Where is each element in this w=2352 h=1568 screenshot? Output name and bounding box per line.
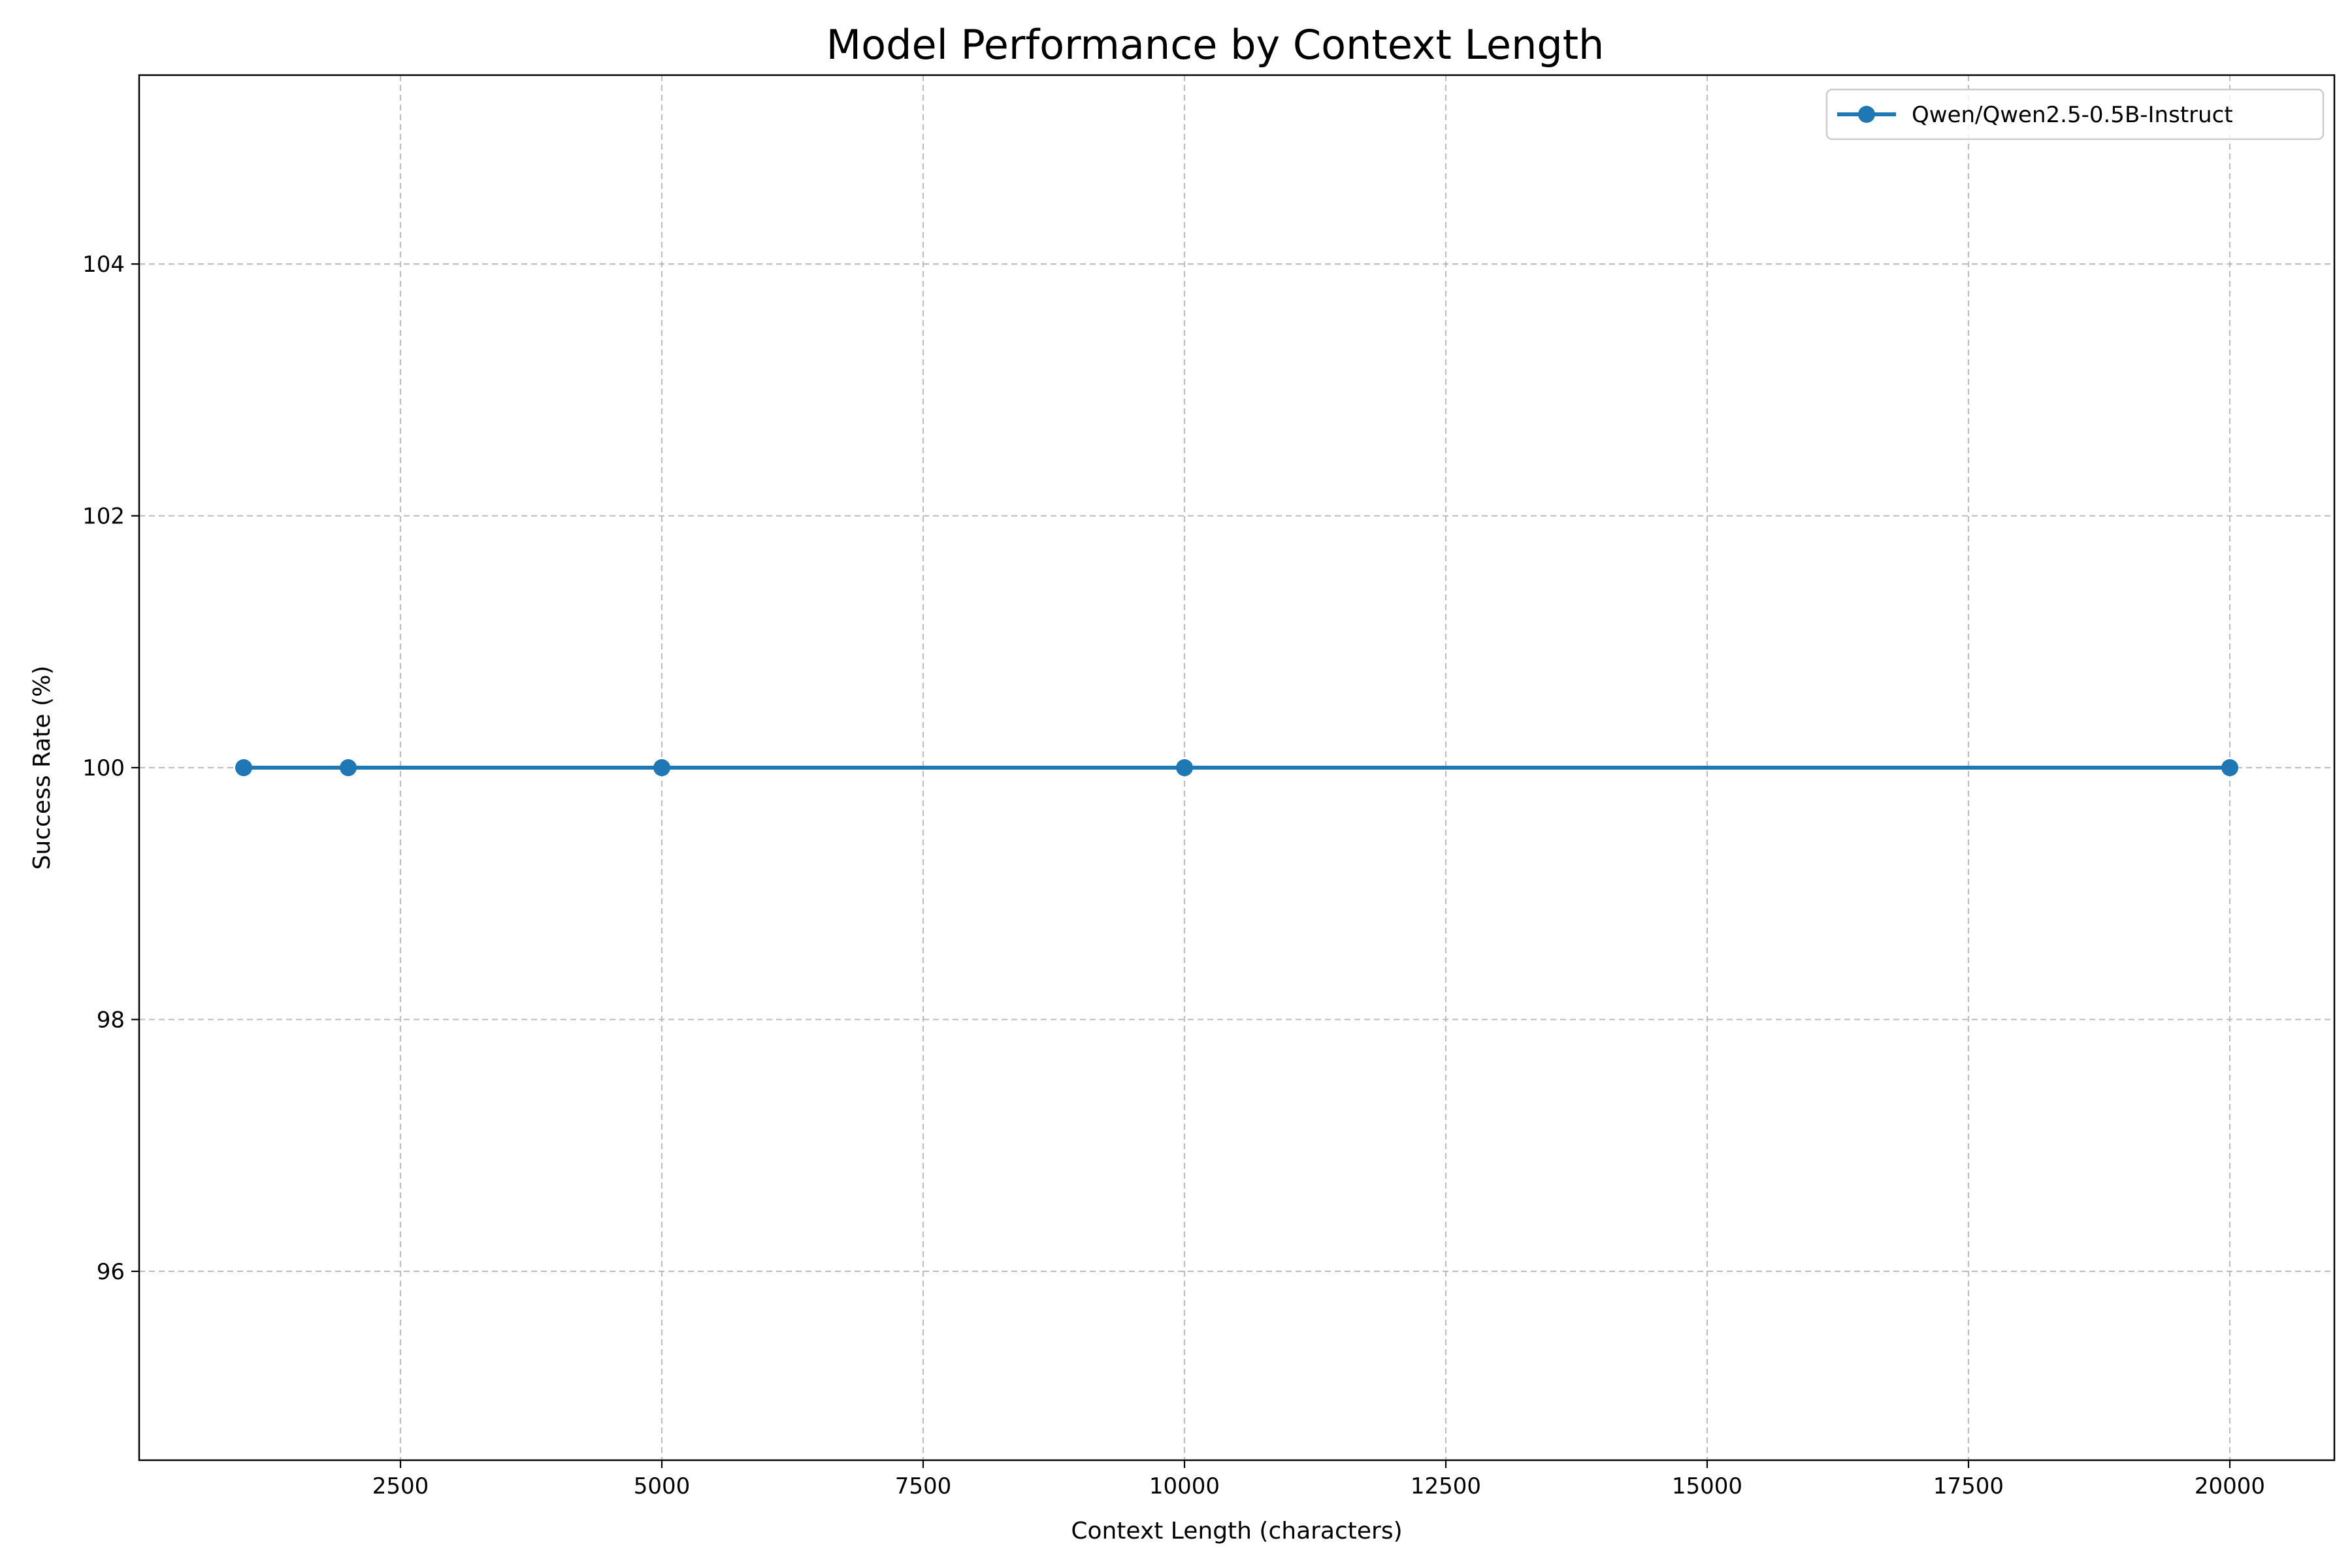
data-point (1176, 759, 1193, 776)
data-point (653, 759, 670, 776)
y-tick-label: 96 (97, 1259, 125, 1285)
x-axis-ticks: 2500 5000 7500 10000 12500 15000 17500 20000 (372, 1460, 2265, 1499)
y-tick-label: 102 (82, 504, 125, 530)
x-tick-label: 2500 (372, 1473, 429, 1499)
x-tick-label: 15000 (1672, 1473, 1742, 1499)
x-tick-label: 17500 (1933, 1473, 2004, 1499)
data-point (235, 759, 252, 776)
x-tick-label: 20000 (2195, 1473, 2265, 1499)
legend: Qwen/Qwen2.5-0.5B-Instruct (1825, 88, 2325, 140)
x-axis-title: Context Length (characters) (1071, 1518, 1402, 1544)
x-tick-label: 10000 (1149, 1473, 1220, 1499)
y-axis-title: Success Rate (%) (29, 666, 56, 870)
legend-marker (1858, 106, 1875, 123)
x-tick-label: 12500 (1411, 1473, 1481, 1499)
legend-label: Qwen/Qwen2.5-0.5B-Instruct (1912, 102, 2233, 128)
series-layer (235, 759, 2238, 776)
y-tick-label: 100 (82, 755, 125, 781)
y-axis-ticks: 96 98 100 102 104 (82, 252, 139, 1285)
y-tick-label: 104 (82, 252, 125, 278)
x-tick-label: 7500 (895, 1473, 952, 1499)
legend-box (1825, 88, 2325, 140)
data-point (2221, 759, 2238, 776)
chart-title: Model Performance by Context Length (826, 21, 1605, 69)
data-point (340, 759, 357, 776)
plot-area-frame (138, 74, 2336, 1462)
y-tick-label: 98 (97, 1007, 125, 1033)
x-tick-label: 5000 (634, 1473, 691, 1499)
